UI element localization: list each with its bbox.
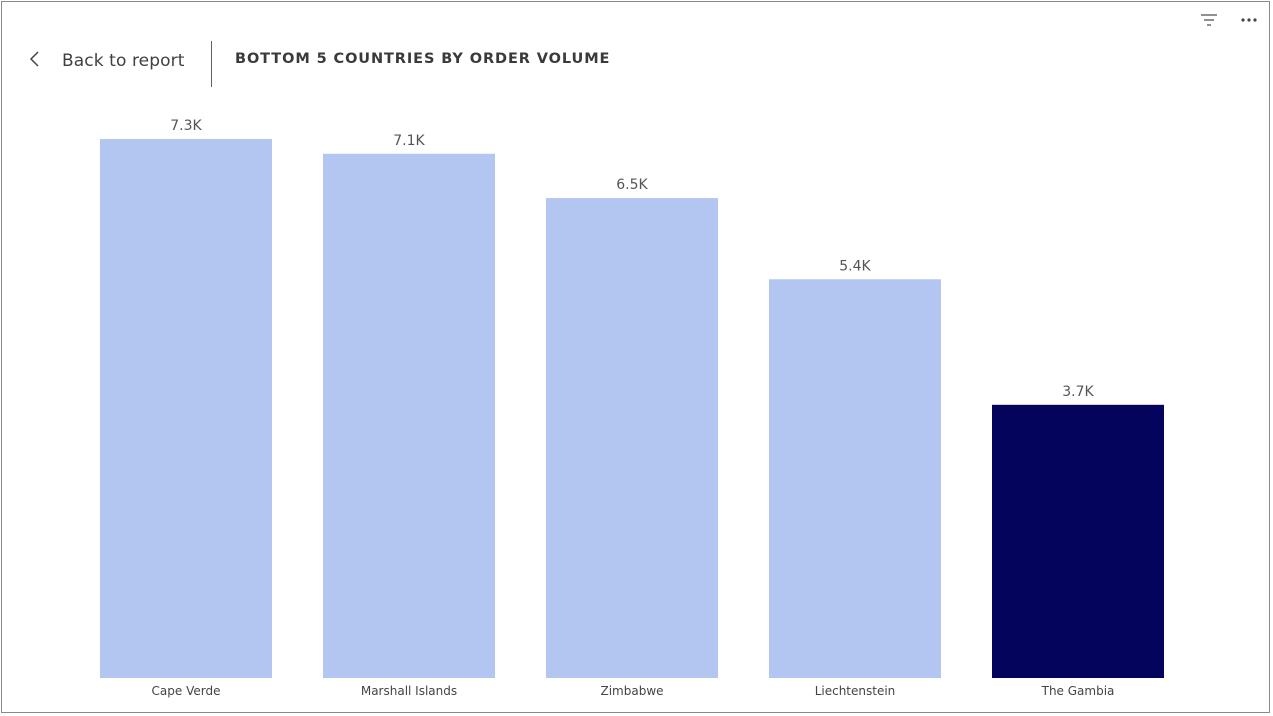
data-label: 5.4K xyxy=(839,258,871,274)
chevron-left-icon xyxy=(28,50,40,72)
data-label: 7.3K xyxy=(170,118,202,134)
category-label: Liechtenstein xyxy=(815,684,896,698)
bar-cape-verde[interactable] xyxy=(100,139,272,678)
visual-toolbar xyxy=(1197,10,1261,30)
bar-zimbabwe[interactable] xyxy=(546,198,718,679)
category-label: The Gambia xyxy=(1041,684,1115,698)
data-label: 3.7K xyxy=(1062,384,1094,400)
back-to-report-label: Back to report xyxy=(62,51,185,71)
bar-the-gambia[interactable] xyxy=(992,404,1164,678)
bar-marshall-islands[interactable] xyxy=(323,153,495,679)
bar-liechtenstein[interactable] xyxy=(769,279,941,678)
category-label: Marshall Islands xyxy=(361,684,457,698)
back-to-report-button[interactable]: Back to report xyxy=(28,46,184,76)
more-options-icon[interactable] xyxy=(1237,10,1261,30)
data-label: 7.1K xyxy=(393,133,425,149)
category-label: Zimbabwe xyxy=(600,684,663,698)
data-label: 6.5K xyxy=(616,177,648,193)
category-label: Cape Verde xyxy=(152,684,221,698)
filter-icon[interactable] xyxy=(1197,10,1221,30)
chart-title: BOTTOM 5 COUNTRIES BY ORDER VOLUME xyxy=(235,51,611,67)
header-divider xyxy=(211,41,212,87)
